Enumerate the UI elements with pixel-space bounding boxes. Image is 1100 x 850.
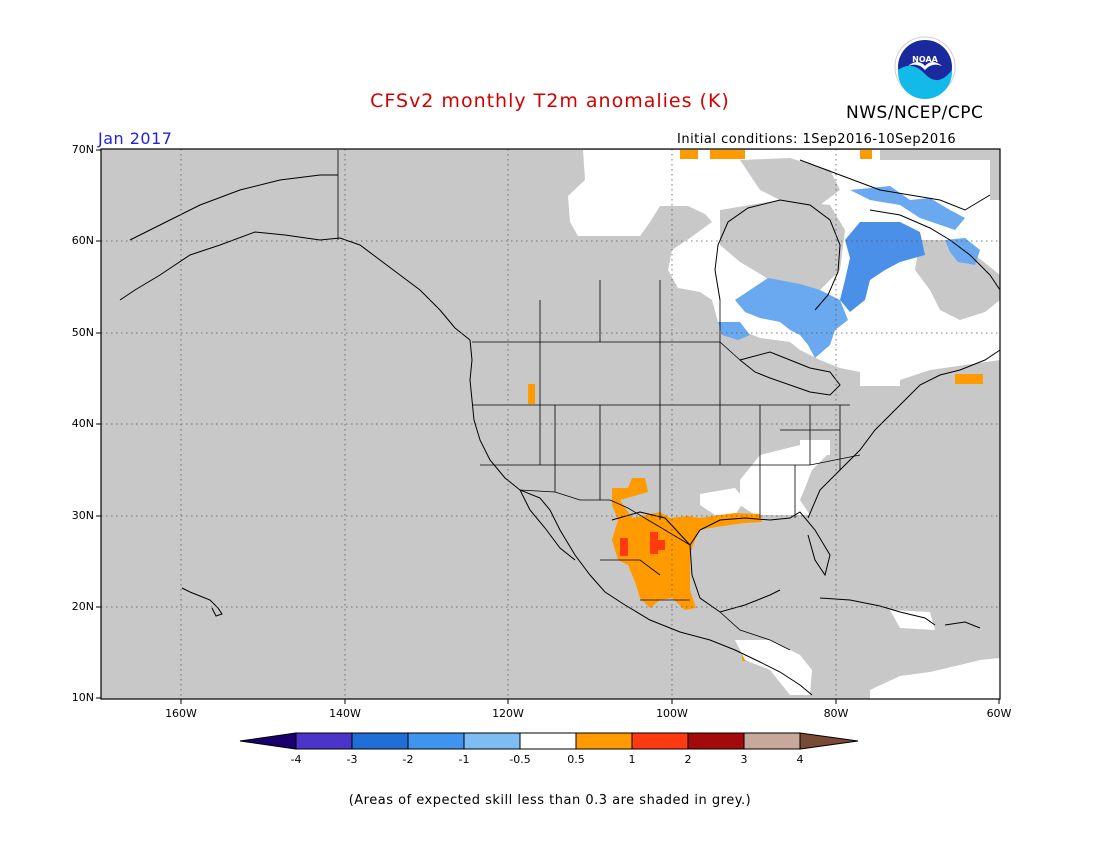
cold-anomaly-quebec (850, 186, 965, 230)
political-borders (337, 150, 861, 651)
coastline-pacific-west (469, 339, 813, 696)
colorbar (239, 732, 859, 750)
colorbar-swatch (351, 732, 409, 750)
neutral-region-gulf (700, 488, 745, 515)
lon-label: 80W (823, 707, 849, 720)
lat-label: 70N (71, 143, 94, 156)
warm-anomaly-nova-scotia (955, 374, 983, 384)
colorbar-label: 0.5 (567, 753, 585, 766)
coastline-gulf (611, 511, 781, 613)
coastline-hudson-bay (714, 199, 841, 311)
state-borders-west (472, 342, 761, 520)
neutral-region-caribbean (870, 658, 1000, 699)
chart-title: CFSv2 monthly T2m anomalies (K) (370, 90, 730, 112)
warm-anomaly-arctic-1 (680, 150, 698, 159)
colorbar-swatch (463, 732, 521, 750)
colorbar-swatch (631, 732, 689, 750)
colorbar-label: -1 (458, 753, 470, 766)
neutral-region-southeast (740, 440, 830, 515)
colorbar-swatch (687, 732, 745, 750)
cold-anomaly-labrador-east (945, 238, 980, 265)
coastline-baffin (799, 159, 991, 211)
lon-label: 160W (165, 707, 197, 720)
colorbar-label: 3 (740, 753, 748, 766)
logo-seagull (908, 62, 942, 70)
colorbar-label: -4 (290, 753, 302, 766)
organization-label: NWS/NCEP/CPC (846, 103, 984, 123)
colorbar-label: 2 (684, 753, 692, 766)
coastline-alaska (119, 231, 471, 341)
coastline-cuba (819, 597, 936, 626)
coastline-baja (519, 489, 576, 561)
skill-footnote: (Areas of expected skill less than 0.3 a… (348, 793, 752, 808)
grey-hole-baffin (740, 158, 840, 205)
graticule (101, 149, 1000, 699)
border-us-mexico (519, 489, 691, 546)
colorbar-swatch (407, 732, 465, 750)
neutral-region-central-america (735, 640, 812, 695)
state-borders-east (759, 404, 861, 518)
logo-text: NOAA (912, 55, 938, 64)
grey-hole-hudson (720, 200, 845, 290)
lat-label: 30N (71, 509, 94, 522)
logo-wave (898, 65, 952, 99)
warm-anomaly-mexico (612, 478, 762, 610)
lat-label: 10N (71, 691, 94, 704)
lat-label: 60N (71, 234, 94, 247)
coastline-alaska-north (129, 174, 338, 241)
colorbar-label: -3 (346, 753, 358, 766)
warm-anomaly-arctic-2 (710, 150, 745, 159)
coastline-labrador (869, 209, 1001, 291)
colorbar-swatch (295, 732, 353, 750)
strong-warm-anomaly-1 (620, 538, 628, 556)
strong-warm-anomaly-3 (658, 540, 665, 550)
lon-label: 60W (986, 707, 1012, 720)
coastline-hawaii (181, 587, 223, 617)
coastline-atlantic (807, 349, 1001, 519)
colorbar-swatch (519, 732, 577, 750)
neutral-patch-ne (860, 372, 900, 386)
lat-label: 40N (71, 417, 94, 430)
neutral-patch-florida (800, 440, 830, 455)
colorbar-label: -0.5 (509, 753, 531, 766)
grey-hole-labrador (915, 240, 1000, 320)
colorbar-label: 4 (796, 753, 804, 766)
lat-label: 50N (71, 326, 94, 339)
colorbar-label: -2 (402, 753, 414, 766)
colorbar-arrow-right (799, 732, 859, 750)
cold-anomaly-hudson-east (840, 222, 925, 312)
cold-anomaly-ontario (735, 278, 848, 358)
warm-anomaly-arctic-3 (860, 150, 872, 159)
coastline-great-lakes (738, 351, 841, 396)
neutral-region-cuba (890, 610, 935, 630)
forecast-month: Jan 2017 (98, 129, 173, 148)
colorbar-swatch (575, 732, 633, 750)
lon-label: 100W (656, 707, 688, 720)
lon-label: 140W (329, 707, 361, 720)
colorbar-label: 1 (628, 753, 636, 766)
borders-mexico (600, 559, 791, 651)
coastlines (119, 159, 1001, 696)
tick-marks (96, 149, 1000, 704)
lat-label: 20N (71, 600, 94, 613)
initial-conditions: Initial conditions: 1Sep2016-10Sep2016 (677, 132, 957, 147)
colorbar-swatch (743, 732, 801, 750)
warm-anomaly-idaho (528, 384, 535, 404)
anomaly-fields (528, 150, 1000, 699)
borders-canada-provinces (539, 280, 721, 342)
lon-label: 120W (492, 707, 524, 720)
noaa-logo: NOAA (894, 36, 956, 99)
coastline-hispaniola (944, 621, 981, 629)
colorbar-arrow-left (239, 732, 297, 750)
strong-warm-anomaly-2 (650, 532, 658, 554)
cold-anomaly-west (718, 322, 750, 340)
